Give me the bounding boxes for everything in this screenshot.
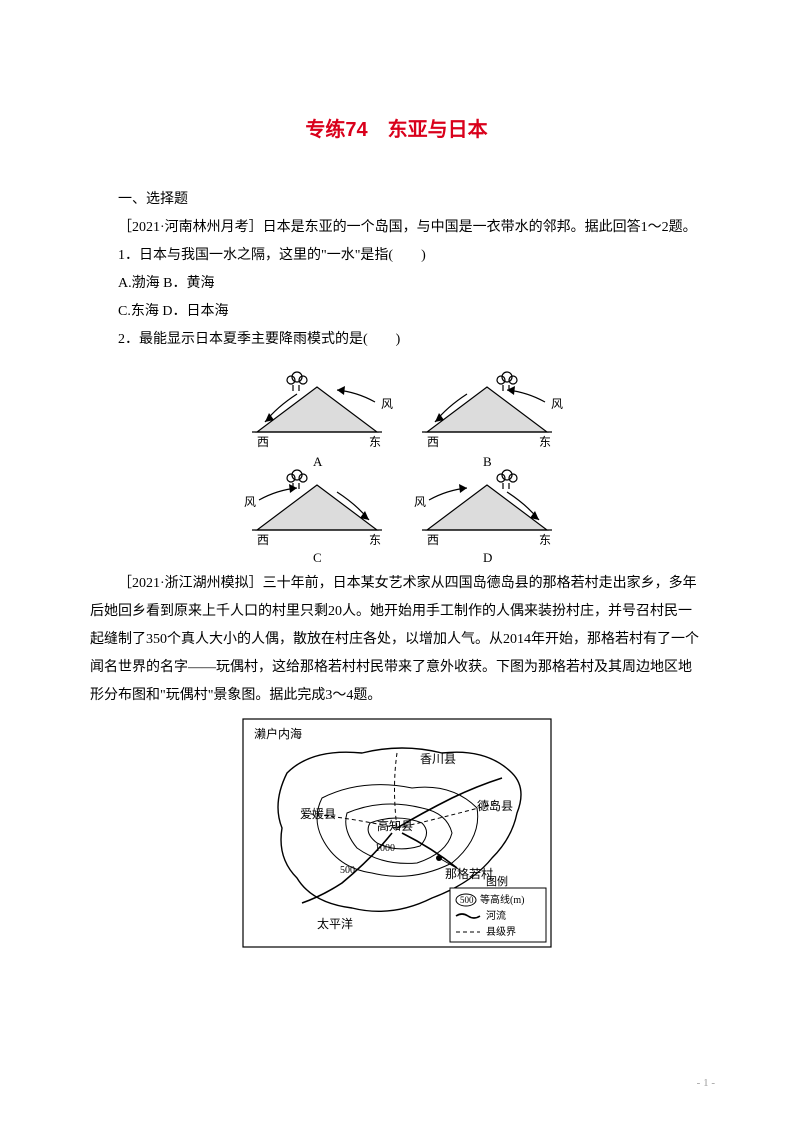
map-figure: 濑户内海 香川县 德岛县 爱媛县 高知县 那格若村 太平洋 1000 500 图… [90,718,703,948]
question-1: 1．日本与我国一水之隔，这里的"一水"是指( ) [90,242,703,270]
question-2-figure: 西 东 风 A 西 [90,362,703,562]
legend-title: 图例 [486,874,508,888]
map-tokushima: 德岛县 [477,798,513,813]
label-b: B [483,454,492,469]
map-1000: 1000 [375,843,395,854]
label-wind: 风 [551,397,563,411]
legend-500: 500 [460,895,474,905]
legend-river: 河流 [486,909,506,922]
map-pacific: 太平洋 [317,916,353,931]
label-east: 东 [539,435,551,449]
map-500a: 500 [340,865,355,876]
label-east: 东 [369,533,381,547]
label-west: 西 [427,533,439,547]
label-west: 西 [257,533,269,547]
label-d: D [483,550,492,562]
label-wind: 风 [414,495,426,509]
map-kagawa: 香川县 [420,752,456,766]
page-number: - 1 - [697,1072,715,1094]
legend-contour: 等高线(m) [480,893,524,906]
intro-paragraph-1: ［2021·河南林州月考］日本是东亚的一个岛国，与中国是一衣带水的邻邦。据此回答… [90,214,703,242]
section-heading: 一、选择题 [90,186,703,214]
intro-paragraph-2: ［2021·浙江湖州模拟］三十年前，日本某女艺术家从四国岛德岛县的那格若村走出家… [90,570,703,710]
map-kochi: 高知县 [377,818,413,833]
question-1-options-cd: C.东海 D．日本海 [90,298,703,326]
label-c: C [313,550,322,562]
label-west: 西 [257,435,269,449]
question-2: 2．最能显示日本夏季主要降雨模式的是( ) [90,326,703,354]
document-title: 专练74 东亚与日本 [90,110,703,150]
label-a: A [313,454,323,469]
shikoku-map: 濑户内海 香川县 德岛县 爱媛县 高知县 那格若村 太平洋 1000 500 图… [242,718,552,948]
map-seto: 濑户内海 [254,726,302,741]
label-wind: 风 [381,397,393,411]
wind-diagram: 西 东 风 A 西 [227,362,567,562]
legend-border: 县级界 [486,926,516,938]
map-ehime: 爱媛县 [300,807,336,821]
page: 专练74 东亚与日本 一、选择题 ［2021·河南林州月考］日本是东亚的一个岛国… [0,0,793,1122]
question-1-options-ab: A.渤海 B．黄海 [90,270,703,298]
label-east: 东 [539,533,551,547]
label-east: 东 [369,435,381,449]
label-west: 西 [427,435,439,449]
label-wind: 风 [244,495,256,509]
